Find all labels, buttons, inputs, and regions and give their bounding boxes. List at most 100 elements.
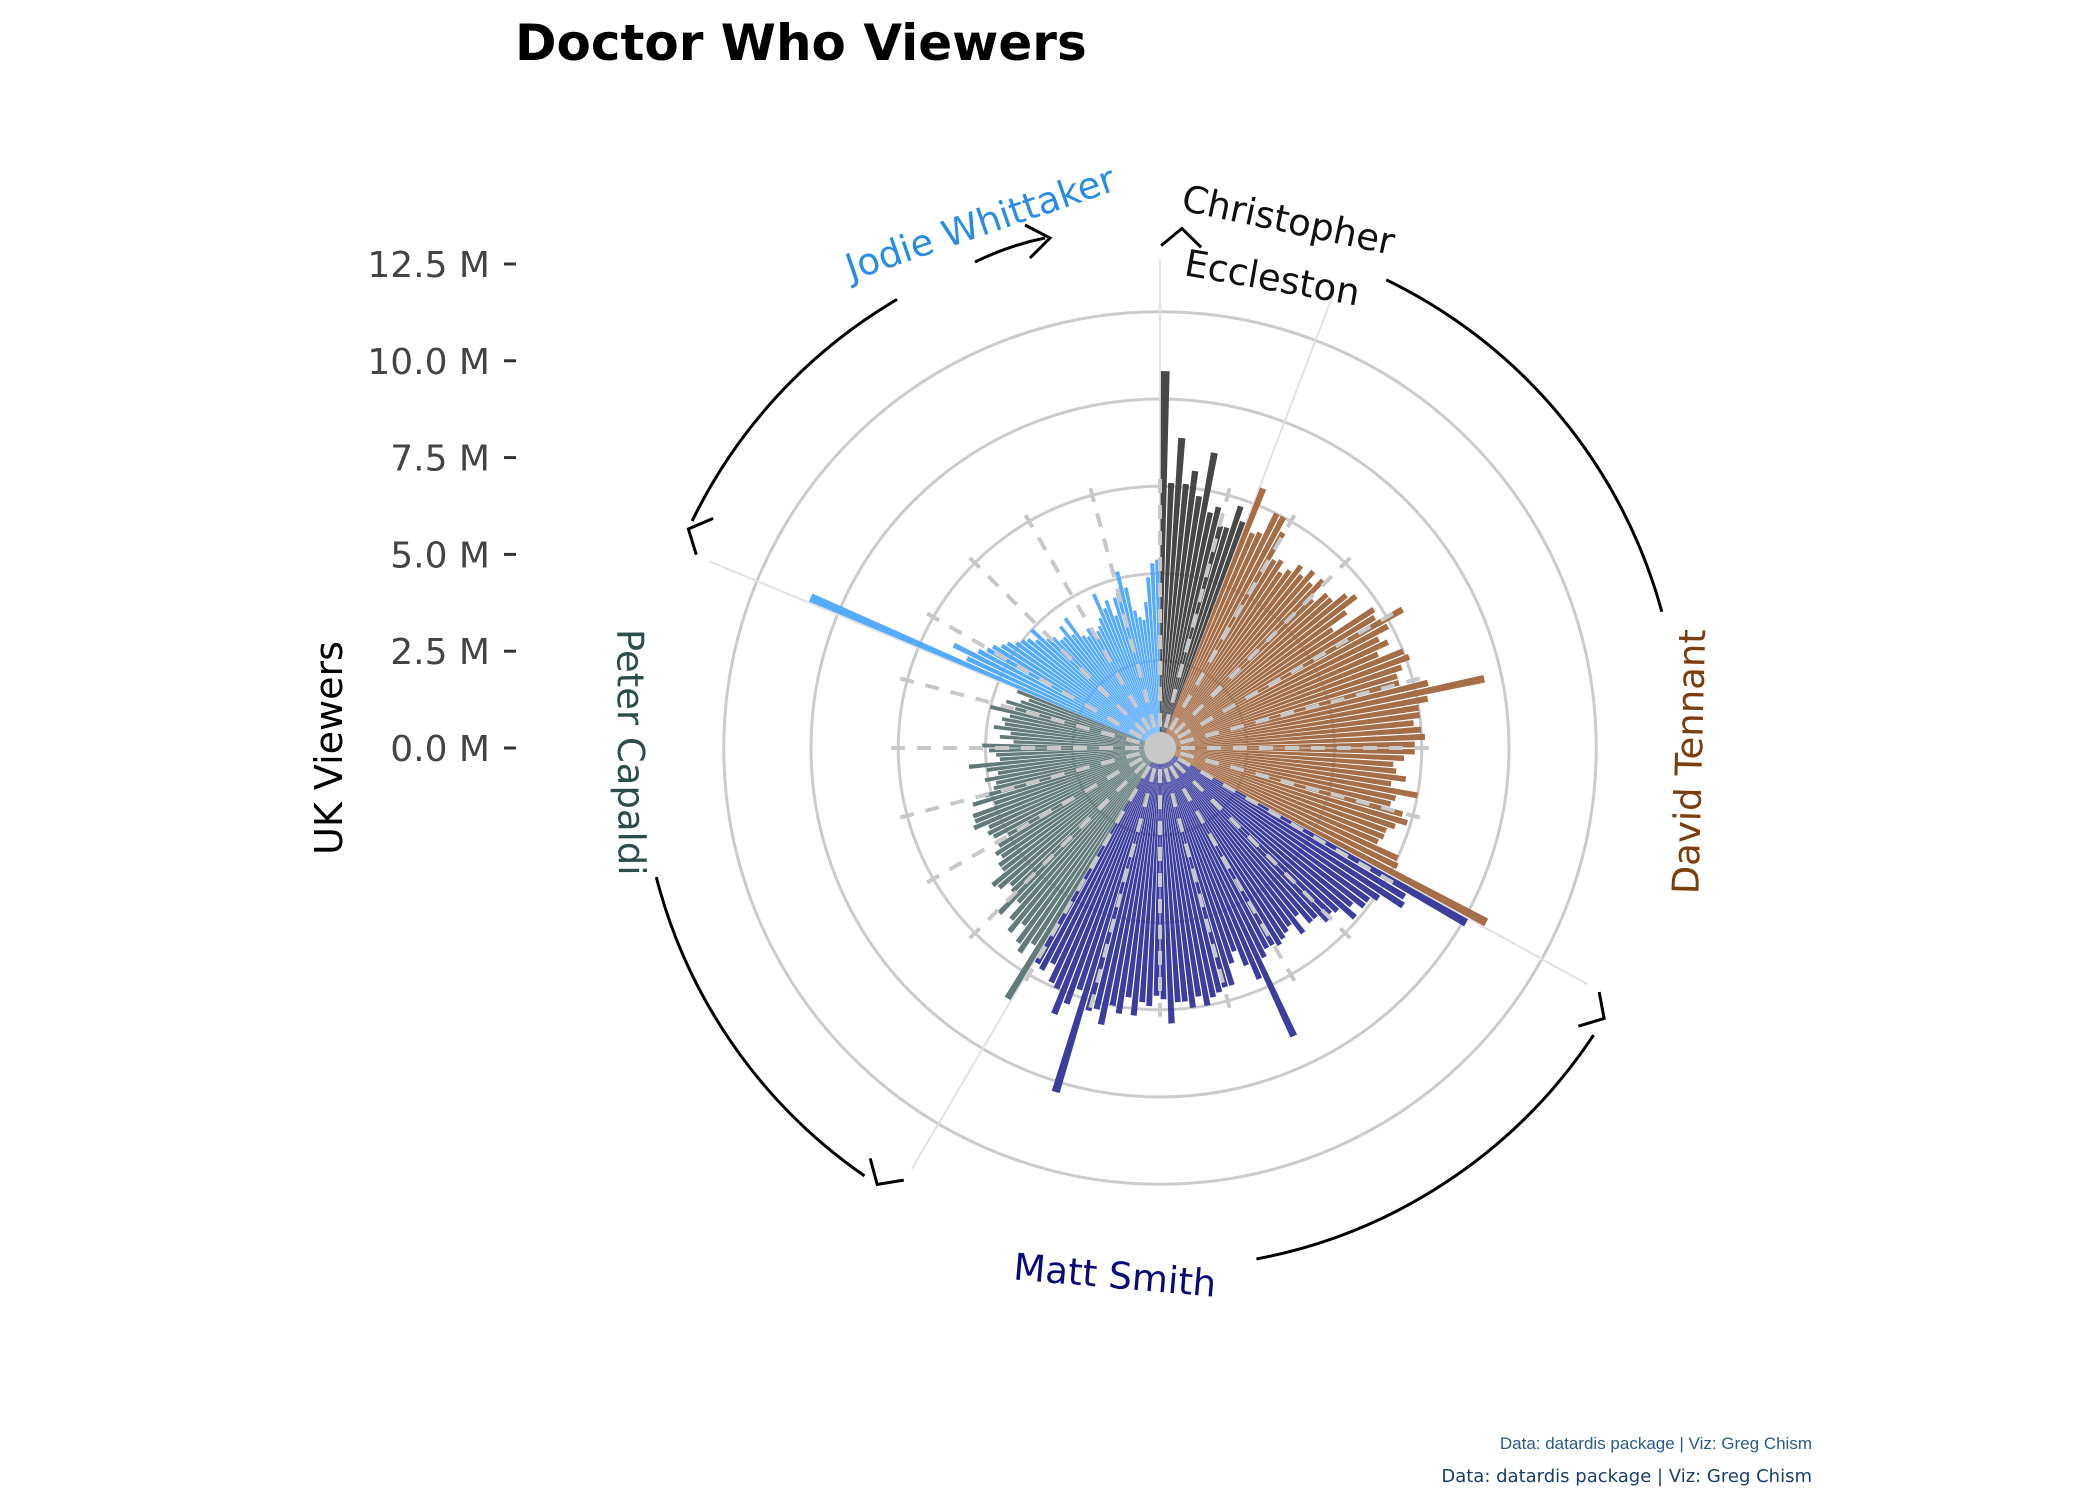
bar-jodie-whittaker xyxy=(808,593,1160,748)
bar-christopher-eccleston xyxy=(1160,506,1222,748)
bar-peter-capaldi xyxy=(994,748,1160,857)
bar-matt-smith xyxy=(1160,748,1188,1002)
bar-jodie-whittaker xyxy=(1123,587,1160,748)
bar-christopher-eccleston xyxy=(1160,371,1170,748)
bar-matt-smith xyxy=(1160,748,1407,900)
bar-peter-capaldi xyxy=(984,748,1160,783)
bar-david-tennant xyxy=(1160,726,1422,748)
bar-jodie-whittaker xyxy=(1081,635,1160,748)
bar-david-tennant xyxy=(1160,748,1415,755)
bar-peter-capaldi xyxy=(999,748,1160,762)
bar-david-tennant xyxy=(1160,704,1420,748)
bar-david-tennant xyxy=(1160,597,1333,748)
bar-david-tennant xyxy=(1160,532,1255,748)
bar-matt-smith xyxy=(1130,748,1160,1016)
bar-matt-smith xyxy=(1063,748,1160,1005)
bar-jodie-whittaker xyxy=(1059,638,1160,748)
bar-christopher-eccleston xyxy=(1160,470,1199,748)
bar-david-tennant xyxy=(1160,748,1407,783)
bar-christopher-eccleston xyxy=(1160,505,1244,748)
bar-matt-smith xyxy=(1160,748,1300,917)
bar-peter-capaldi xyxy=(1001,748,1160,872)
bar-matt-smith xyxy=(1160,748,1366,909)
bar-jodie-whittaker xyxy=(1026,638,1160,748)
bar-peter-capaldi xyxy=(995,748,1160,785)
bar-jodie-whittaker xyxy=(1091,593,1160,748)
bar-david-tennant xyxy=(1160,654,1411,748)
bar-christopher-eccleston xyxy=(1160,437,1186,748)
bar-matt-smith xyxy=(1160,748,1228,988)
bar-christopher-eccleston xyxy=(1160,495,1203,748)
bar-peter-capaldi xyxy=(1009,748,1160,887)
y-tick-label: 10.0 M xyxy=(367,342,490,383)
bar-peter-capaldi xyxy=(974,748,1160,824)
bar-david-tennant xyxy=(1160,748,1405,762)
bar-matt-smith xyxy=(1146,748,1160,1007)
bar-layer xyxy=(808,371,1489,1094)
bar-david-tennant xyxy=(1160,664,1403,748)
bar-matt-smith xyxy=(1160,748,1267,959)
dashed-radial-line xyxy=(1173,761,1359,947)
caption-line-2: Data: datardis package | Viz: Greg Chism xyxy=(1441,1466,1812,1487)
doctor-label-jodie-whittaker: Jodie Whittaker xyxy=(838,157,1121,290)
dashed-radial-line xyxy=(1173,549,1359,735)
bar-peter-capaldi xyxy=(988,748,1160,830)
bar-peter-capaldi xyxy=(986,748,1160,772)
bar-matt-smith xyxy=(1160,748,1340,913)
center-dot xyxy=(1144,732,1176,764)
bar-david-tennant xyxy=(1160,748,1385,840)
bar-david-tennant xyxy=(1160,648,1405,748)
bar-peter-capaldi xyxy=(972,748,1160,807)
bar-matt-smith xyxy=(1160,748,1381,901)
doctor-label-peter-capaldi: Peter Capaldi xyxy=(608,629,653,876)
bar-david-tennant xyxy=(1160,748,1489,927)
dashed-radial-line xyxy=(1085,477,1157,729)
dashed-radial-line xyxy=(1168,765,1302,991)
bar-matt-smith xyxy=(1160,748,1289,934)
bar-matt-smith xyxy=(1051,748,1160,1094)
bar-david-tennant xyxy=(1160,748,1396,830)
dashed-radial-line xyxy=(1179,751,1431,823)
bar-david-tennant xyxy=(1160,639,1390,748)
bar-peter-capaldi xyxy=(991,748,1160,888)
bar-matt-smith xyxy=(1039,748,1160,971)
arrow-head-to-eccleston xyxy=(1024,223,1053,260)
bar-david-tennant xyxy=(1160,733,1426,748)
radial-separator xyxy=(708,560,1161,749)
y-tick-label: 5.0 M xyxy=(390,535,490,576)
bar-david-tennant xyxy=(1160,592,1329,748)
bar-matt-smith xyxy=(1160,748,1314,924)
bar-david-tennant xyxy=(1160,487,1267,748)
dashed-radial-line xyxy=(1163,477,1235,729)
bar-jodie-whittaker xyxy=(1000,643,1160,748)
bar-peter-capaldi xyxy=(1005,699,1160,748)
bar-david-tennant xyxy=(1160,593,1348,748)
caption-line-1: Data: datardis package | Viz: Greg Chism xyxy=(1500,1434,1812,1453)
bar-jodie-whittaker xyxy=(1015,641,1160,748)
bar-david-tennant xyxy=(1160,675,1486,748)
bar-david-tennant xyxy=(1160,512,1280,748)
bar-matt-smith xyxy=(1053,748,1160,990)
bar-peter-capaldi xyxy=(998,748,1160,868)
bar-matt-smith xyxy=(1160,748,1306,935)
bar-david-tennant xyxy=(1160,748,1399,870)
bar-david-tennant xyxy=(1160,748,1394,768)
bar-jodie-whittaker xyxy=(1058,625,1160,748)
bar-matt-smith xyxy=(1139,748,1160,1003)
bar-matt-smith xyxy=(1160,748,1235,986)
bar-david-tennant xyxy=(1160,748,1380,845)
bar-jodie-whittaker xyxy=(1143,601,1160,748)
bar-jodie-whittaker xyxy=(1142,619,1160,748)
bar-david-tennant xyxy=(1160,680,1400,748)
bar-matt-smith xyxy=(1160,748,1235,964)
bar-jodie-whittaker xyxy=(1133,610,1160,748)
bar-david-tennant xyxy=(1160,515,1287,748)
bar-peter-capaldi xyxy=(1015,748,1160,945)
overlay-layer xyxy=(880,468,1440,1028)
bar-jodie-whittaker xyxy=(1071,633,1160,748)
dashed-radial-line xyxy=(917,756,1143,890)
bar-david-tennant xyxy=(1160,531,1263,748)
bar-david-tennant xyxy=(1160,748,1408,826)
y-tick-label: 12.5 M xyxy=(367,245,490,286)
